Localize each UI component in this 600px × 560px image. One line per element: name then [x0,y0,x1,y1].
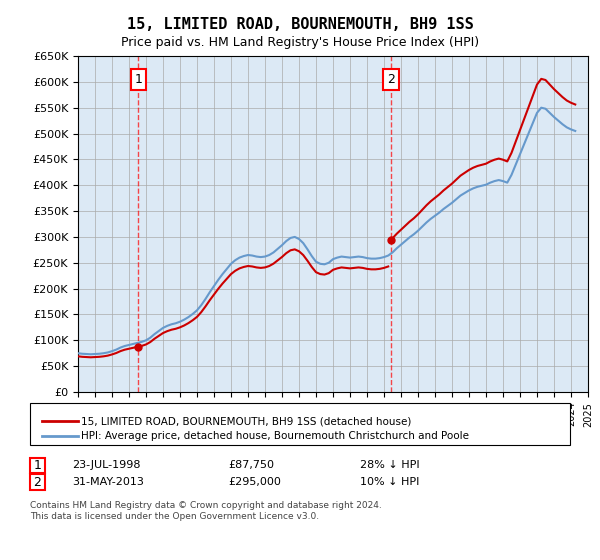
Text: Price paid vs. HM Land Registry's House Price Index (HPI): Price paid vs. HM Land Registry's House … [121,36,479,49]
Text: 2: 2 [387,73,395,86]
Text: 31-MAY-2013: 31-MAY-2013 [72,477,144,487]
Text: £87,750: £87,750 [228,460,274,470]
Text: £295,000: £295,000 [228,477,281,487]
Text: 23-JUL-1998: 23-JUL-1998 [72,460,140,470]
Text: 28% ↓ HPI: 28% ↓ HPI [360,460,419,470]
Text: 10% ↓ HPI: 10% ↓ HPI [360,477,419,487]
Text: HPI: Average price, detached house, Bournemouth Christchurch and Poole: HPI: Average price, detached house, Bour… [81,431,469,441]
Text: 1: 1 [34,459,41,472]
Text: 1: 1 [134,73,142,86]
Text: Contains HM Land Registry data © Crown copyright and database right 2024.
This d: Contains HM Land Registry data © Crown c… [30,501,382,521]
Text: 15, LIMITED ROAD, BOURNEMOUTH, BH9 1SS (detached house): 15, LIMITED ROAD, BOURNEMOUTH, BH9 1SS (… [81,416,412,426]
Text: 2: 2 [34,475,41,489]
Text: 15, LIMITED ROAD, BOURNEMOUTH, BH9 1SS: 15, LIMITED ROAD, BOURNEMOUTH, BH9 1SS [127,17,473,32]
